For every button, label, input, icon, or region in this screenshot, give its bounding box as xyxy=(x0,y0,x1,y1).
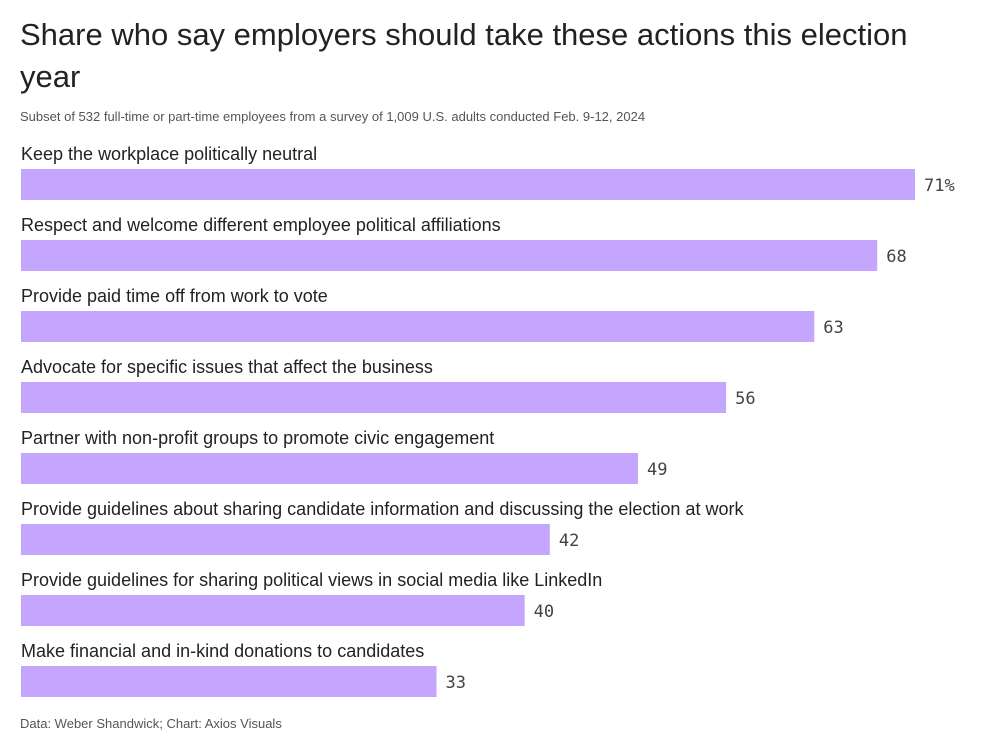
chart-footer: Data: Weber Shandwick; Chart: Axios Visu… xyxy=(20,716,282,731)
chart-subtitle: Subset of 532 full-time or part-time emp… xyxy=(20,109,646,124)
category-label: Partner with non-profit groups to promot… xyxy=(21,428,494,448)
value-label: 33 xyxy=(446,673,466,693)
bar-chart: Keep the workplace politically neutral 71… xyxy=(21,144,955,697)
bar xyxy=(21,453,638,484)
footer-separator: ; xyxy=(159,716,167,731)
bar xyxy=(21,666,437,697)
category-label: Keep the workplace politically neutral xyxy=(21,144,317,164)
data-source: Data: Weber Shandwick xyxy=(20,716,160,731)
category-label: Make financial and in-kind donations to … xyxy=(21,641,424,661)
bar xyxy=(21,311,815,342)
chart-title: Share who say employers should take thes… xyxy=(20,17,908,94)
bar xyxy=(21,595,525,626)
value-label: 63 xyxy=(823,318,843,338)
value-label: 71% xyxy=(924,176,955,196)
category-label: Provide paid time off from work to vote xyxy=(21,286,328,306)
value-label: 68 xyxy=(886,247,906,267)
bar xyxy=(21,169,915,200)
value-label: 49 xyxy=(647,460,667,480)
category-label: Respect and welcome different employee p… xyxy=(21,215,501,235)
category-label: Advocate for specific issues that affect… xyxy=(21,357,433,377)
category-label: Provide guidelines about sharing candida… xyxy=(21,499,744,519)
bar xyxy=(21,382,727,413)
chart-credit: Chart: Axios Visuals xyxy=(166,716,282,731)
category-label: Provide guidelines for sharing political… xyxy=(21,570,602,590)
value-label: 40 xyxy=(534,602,554,622)
value-label: 56 xyxy=(735,389,755,409)
bar xyxy=(21,240,878,271)
bar xyxy=(21,524,550,555)
value-label: 42 xyxy=(559,531,579,551)
